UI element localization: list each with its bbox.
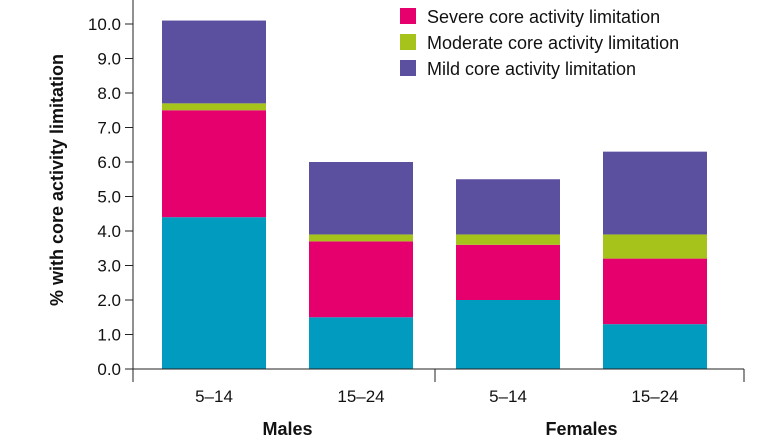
- bar-segment-0-0: [162, 217, 266, 369]
- bar-segment-1-1: [309, 241, 413, 318]
- bar-segment-1-2: [309, 234, 413, 242]
- bar-segment-2-1: [456, 244, 560, 300]
- bars-layer: [162, 20, 707, 369]
- y-tick-label-0: 0.0: [97, 360, 121, 379]
- legend-label-1: Moderate core activity limitation: [427, 33, 679, 53]
- x-category-label-0: 5–14: [195, 387, 233, 406]
- x-category-label-3: 15–24: [631, 387, 678, 406]
- x-category-label-1: 15–24: [337, 387, 384, 406]
- bar-segment-3-3: [603, 151, 707, 235]
- y-tick-label-5: 5.0: [97, 188, 121, 207]
- y-axis-title: % with core activity limitation: [47, 54, 67, 306]
- bar-segment-2-3: [456, 179, 560, 235]
- bar-segment-2-0: [456, 300, 560, 369]
- bar-segment-1-3: [309, 162, 413, 235]
- bar-segment-2-2: [456, 234, 560, 245]
- legend: Severe core activity limitation Moderate …: [400, 7, 679, 79]
- bar-segment-3-0: [603, 324, 707, 369]
- x-category-label-2: 5–14: [489, 387, 527, 406]
- legend-label-2: Mild core activity limitation: [427, 59, 636, 79]
- axes-layer: 0.0 1.0 2.0 3.0 4.0 5.0 6.0 7.0 8.0 9.0 10.0 5–14 15…: [88, 0, 745, 439]
- y-tick-label-2: 2.0: [97, 291, 121, 310]
- legend-label-0: Severe core activity limitation: [427, 7, 660, 27]
- legend-swatch-0: [400, 8, 416, 24]
- bar-segment-1-0: [309, 317, 413, 369]
- legend-swatch-1: [400, 34, 416, 50]
- bar-segment-0-1: [162, 110, 266, 218]
- x-group-label-0: Males: [262, 419, 312, 439]
- y-tick-label-4: 4.0: [97, 222, 121, 241]
- bar-segment-0-2: [162, 103, 266, 111]
- y-tick-label-7: 7.0: [97, 119, 121, 138]
- y-tick-label-6: 6.0: [97, 153, 121, 172]
- y-tick-label-9: 9.0: [97, 50, 121, 69]
- y-tick-label-1: 1.0: [97, 326, 121, 345]
- y-tick-label-8: 8.0: [97, 84, 121, 103]
- legend-swatch-2: [400, 60, 416, 76]
- x-group-label-1: Females: [545, 419, 617, 439]
- y-tick-label-10: 10.0: [88, 15, 121, 34]
- bar-segment-3-2: [603, 234, 707, 259]
- y-tick-label-3: 3.0: [97, 257, 121, 276]
- bar-segment-0-3: [162, 20, 266, 104]
- bar-segment-3-1: [603, 258, 707, 325]
